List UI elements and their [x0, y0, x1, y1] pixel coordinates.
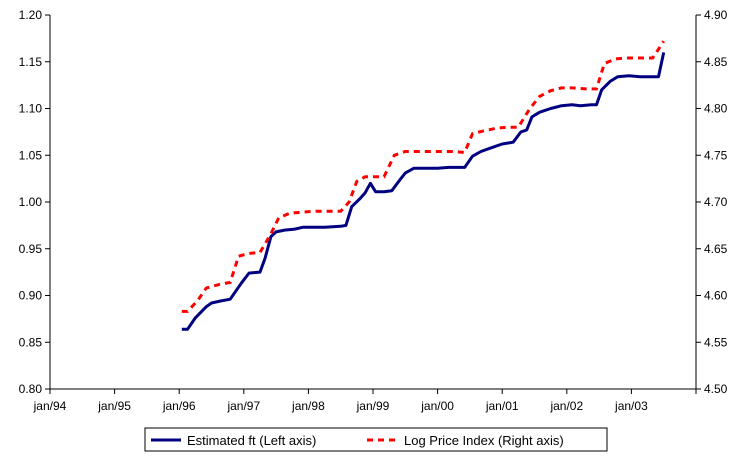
- series-group: [181, 40, 666, 331]
- legend-box: [144, 427, 608, 452]
- x-tick-label: jan/97: [226, 399, 260, 413]
- left-y-tick-label: 1.05: [19, 148, 43, 162]
- x-tick-label: jan/95: [97, 399, 131, 413]
- x-tick-label: jan/03: [614, 399, 648, 413]
- x-tick-label: jan/01: [485, 399, 519, 413]
- right-y-tick-label: 4.85: [704, 55, 728, 69]
- ticks-group: 0.80 0.85 0.90 0.95 1.00 1.05 1.10 1.15 1.20 4.50…: [19, 8, 728, 413]
- right-y-tick-label: 4.70: [704, 195, 728, 209]
- left-y-tick-label: 1.10: [19, 102, 43, 116]
- left-y-tick-label: 0.85: [19, 335, 43, 349]
- right-y-tick-label: 4.80: [704, 102, 728, 116]
- right-y-tick-label: 4.65: [704, 242, 728, 256]
- x-tick-label: jan/94: [33, 399, 67, 413]
- left-y-tick-label: 1.00: [19, 195, 43, 209]
- right-y-tick-label: 4.55: [704, 335, 728, 349]
- x-tick-label: jan/02: [549, 399, 583, 413]
- series-line-log-price-index: [181, 40, 665, 313]
- legend-label-log-price-index: Log Price Index (Right axis): [404, 433, 564, 448]
- legend-label-estimated-ft: Estimated ft (Left axis): [187, 433, 316, 448]
- left-y-tick-label: 1.15: [19, 55, 43, 69]
- left-y-tick-label: 0.80: [19, 382, 43, 396]
- left-y-tick-label: 0.90: [19, 289, 43, 303]
- x-tick-label: jan/99: [356, 399, 390, 413]
- right-y-tick-label: 4.75: [704, 148, 728, 162]
- x-tick-label: jan/98: [291, 399, 325, 413]
- series-line-estimated-ft: [181, 52, 666, 331]
- left-y-tick-label: 1.20: [19, 8, 43, 22]
- x-tick-label: jan/96: [162, 399, 196, 413]
- left-y-tick-label: 0.95: [19, 242, 43, 256]
- legend: Estimated ft (Left axis) Log Price Index …: [144, 427, 608, 452]
- x-tick-label: jan/00: [420, 399, 454, 413]
- right-y-tick-label: 4.50: [704, 382, 728, 396]
- right-y-tick-label: 4.60: [704, 289, 728, 303]
- axes-group: [49, 15, 697, 390]
- right-y-tick-label: 4.90: [704, 8, 728, 22]
